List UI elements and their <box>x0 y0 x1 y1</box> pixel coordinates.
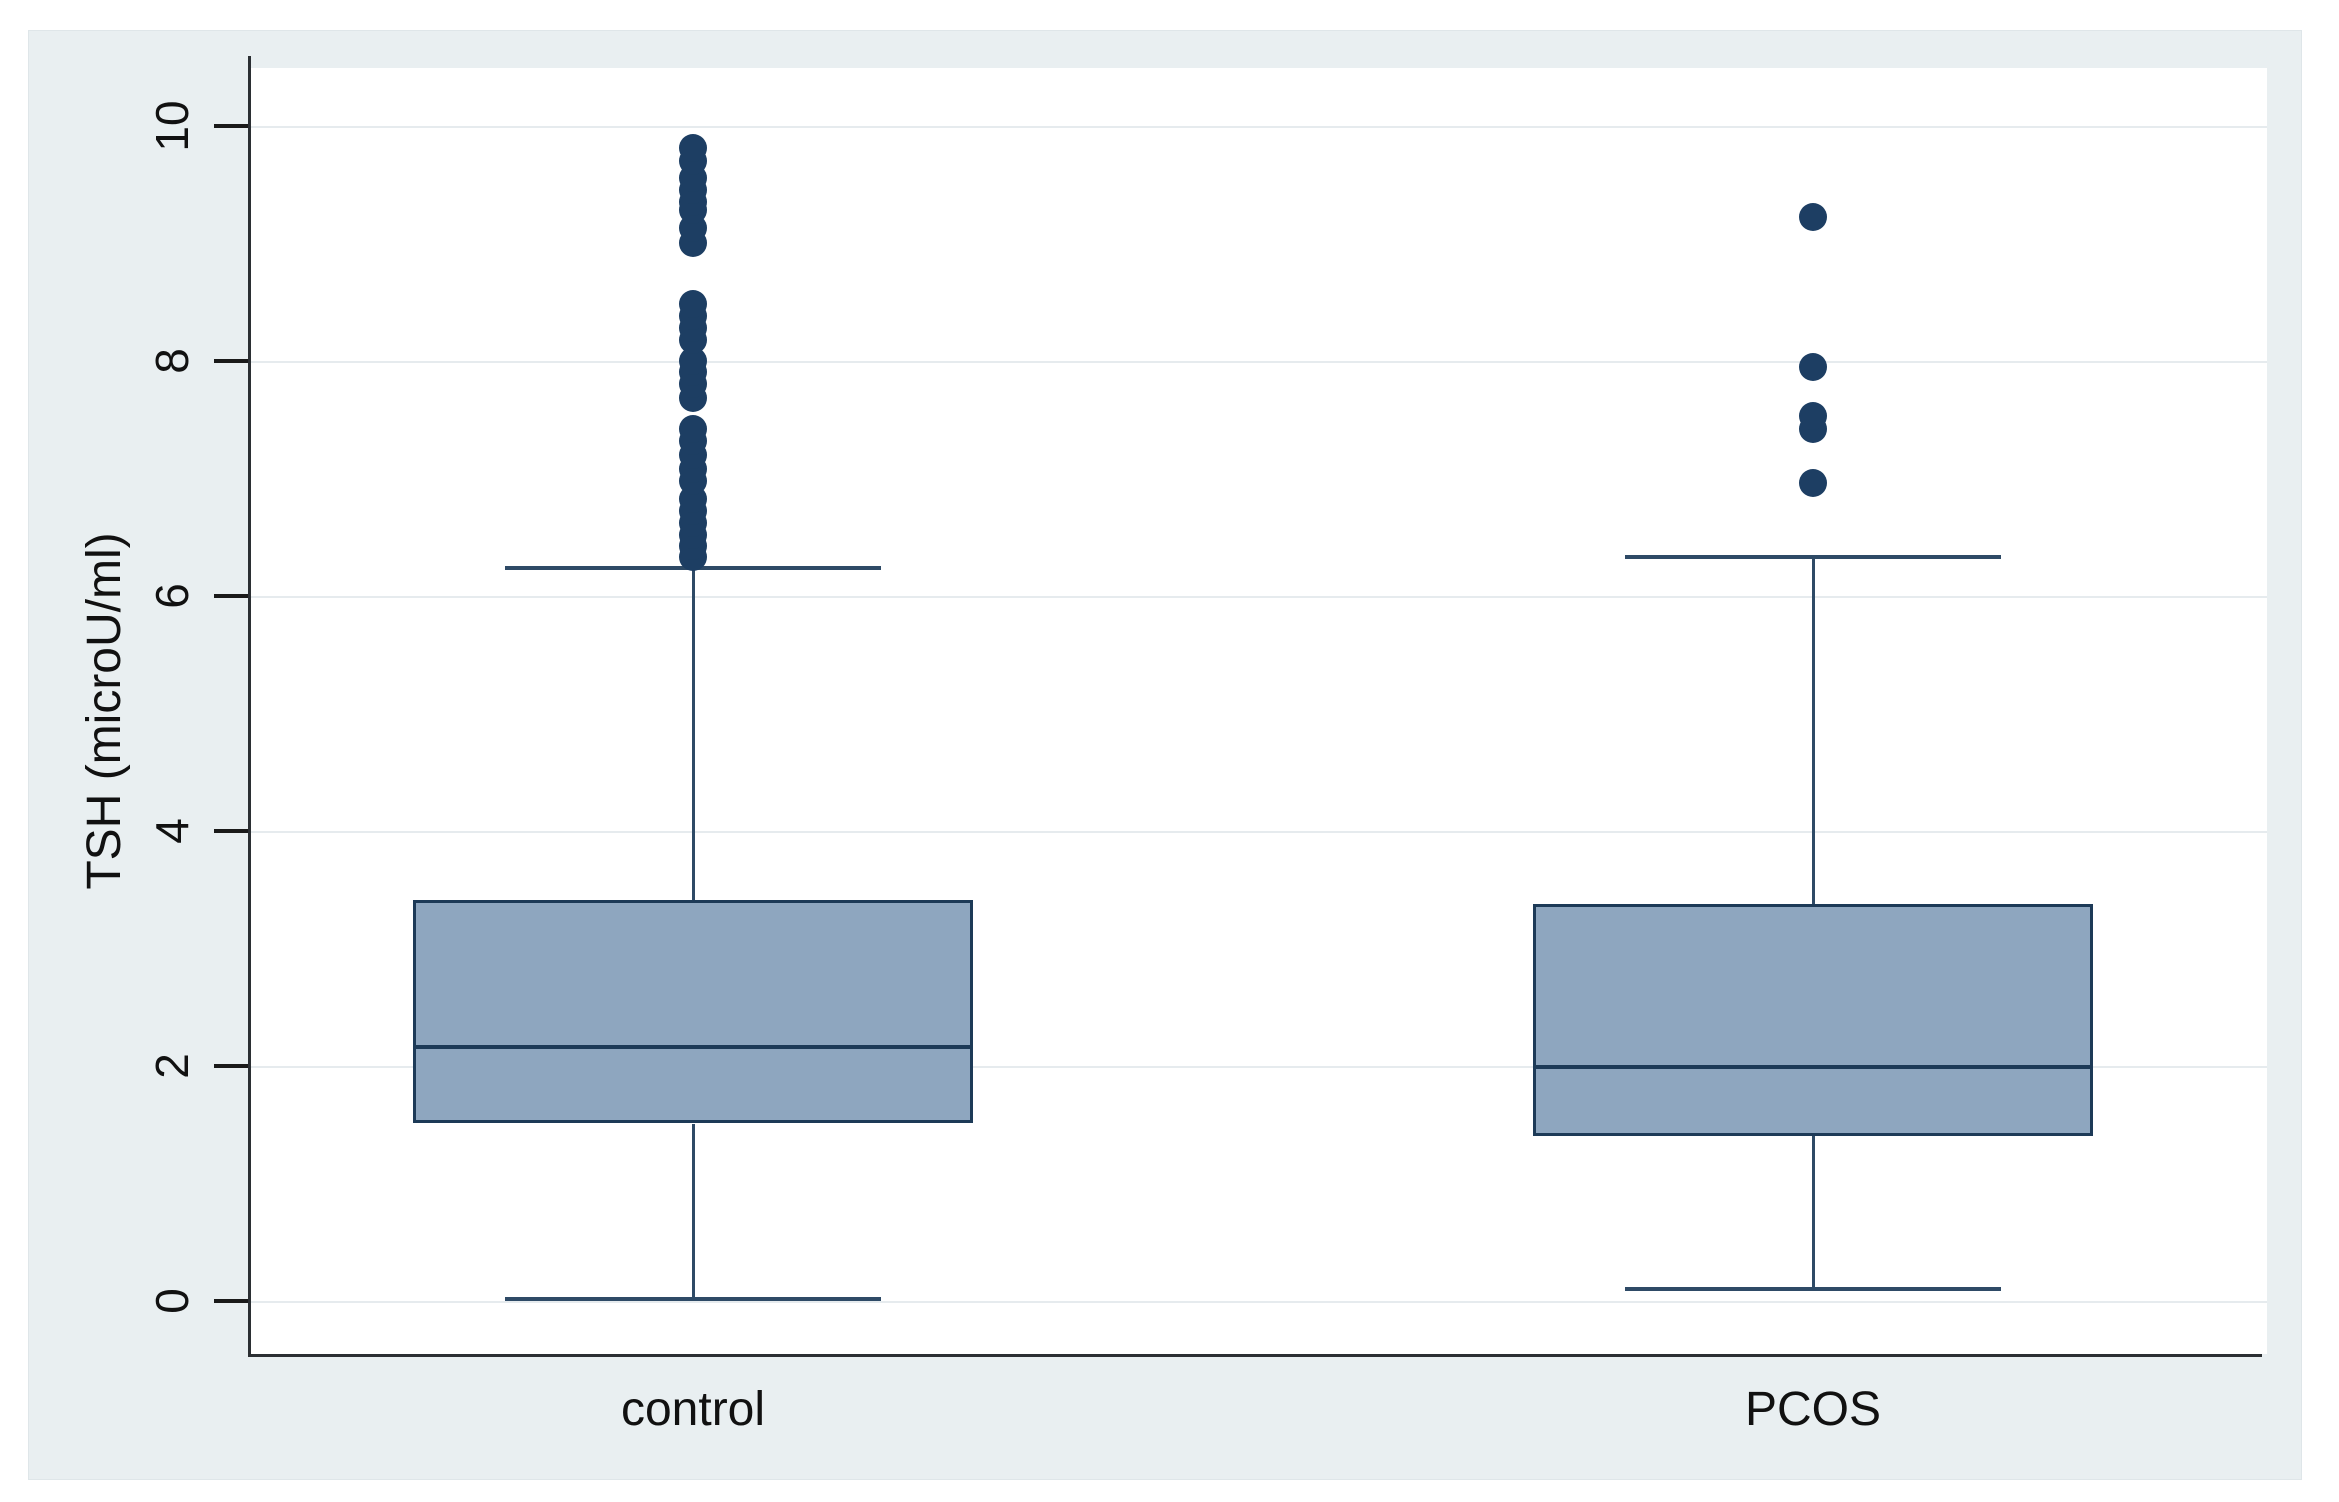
iqr-box <box>413 900 973 1123</box>
lower-whisker-cap <box>1625 1287 2001 1291</box>
x-axis-line <box>248 1354 2262 1357</box>
lower-whisker-line <box>692 1124 695 1299</box>
median-line <box>1533 1065 2093 1069</box>
median-line <box>413 1045 973 1049</box>
gridline-y-6 <box>248 596 2267 598</box>
lower-whisker-cap <box>505 1297 881 1301</box>
lower-whisker-line <box>1812 1135 1815 1289</box>
outlier-dot <box>1799 203 1827 231</box>
y-tick-4 <box>214 829 248 833</box>
gridline-y-0 <box>248 1301 2267 1303</box>
outlier-dot <box>1799 353 1827 381</box>
y-tick-label-8: 8 <box>146 348 198 374</box>
y-tick-label-0: 0 <box>146 1288 198 1314</box>
x-category-label-control: control <box>620 1383 766 1436</box>
gridline-y-8 <box>248 361 2267 363</box>
y-tick-label-4: 4 <box>146 818 198 844</box>
y-tick-6 <box>214 594 248 598</box>
y-tick-8 <box>214 359 248 363</box>
y-axis-title: TSH (microU/ml) <box>78 532 131 890</box>
outlier-dot <box>1799 469 1827 497</box>
gridline-y-2 <box>248 1066 2267 1068</box>
gridline-y-10 <box>248 126 2267 128</box>
y-axis-line <box>248 56 251 1354</box>
y-tick-label-10: 10 <box>146 100 198 152</box>
gridline-y-4 <box>248 831 2267 833</box>
outlier-dot <box>679 415 707 443</box>
outlier-dot <box>679 290 707 318</box>
y-tick-10 <box>214 124 248 128</box>
upper-whisker-cap <box>1625 555 2001 559</box>
y-tick-label-6: 6 <box>146 583 198 609</box>
upper-whisker-line <box>1812 557 1815 904</box>
plot-area <box>248 68 2267 1354</box>
upper-whisker-line <box>692 568 695 901</box>
y-tick-label-2: 2 <box>146 1053 198 1079</box>
iqr-box <box>1533 904 2093 1136</box>
y-tick-2 <box>214 1064 248 1068</box>
y-tick-0 <box>214 1299 248 1303</box>
x-category-label-pcos: PCOS <box>1744 1383 1882 1436</box>
outlier-dot <box>679 134 707 162</box>
outlier-dot <box>1799 402 1827 430</box>
